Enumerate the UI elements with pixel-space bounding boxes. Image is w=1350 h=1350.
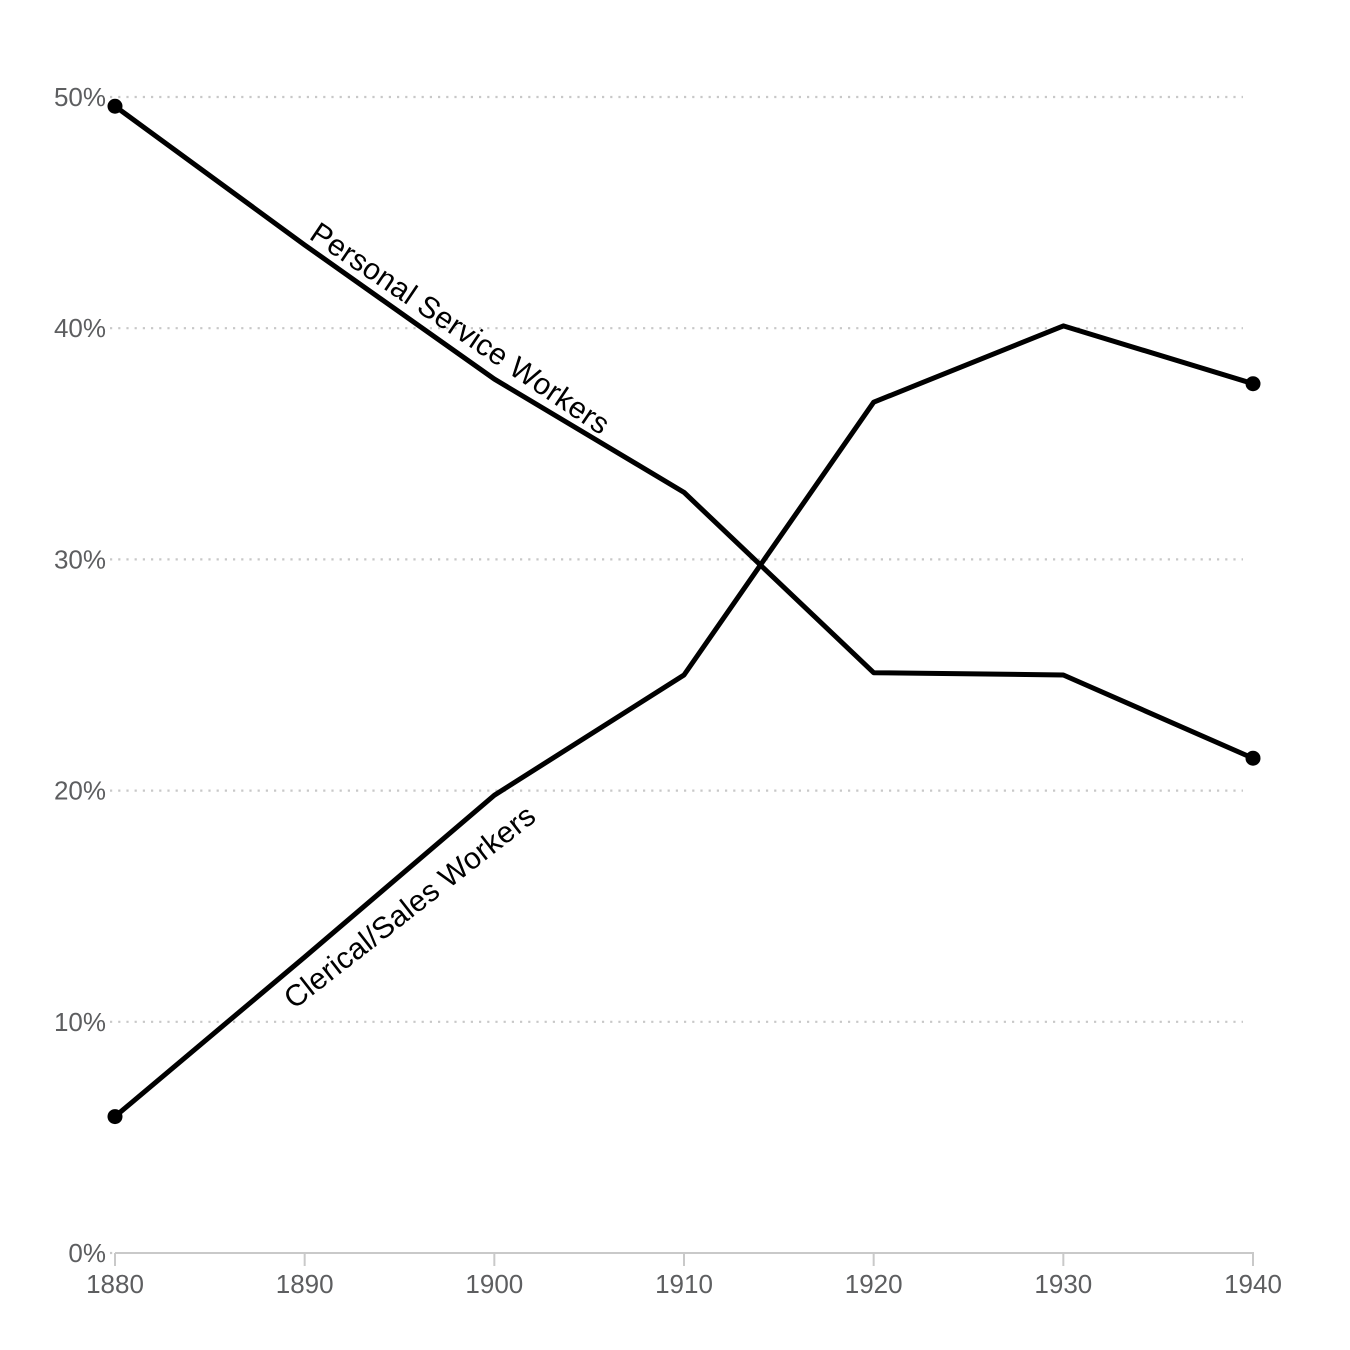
y-tick-label-10: 10% bbox=[54, 1007, 106, 1037]
y-tick-label-30: 30% bbox=[54, 544, 106, 574]
endpoint-dot-clerical-sales-workers bbox=[1245, 376, 1261, 392]
x-tick-label-1940: 1940 bbox=[1224, 1269, 1282, 1299]
series-line-clerical-sales-workers bbox=[112, 323, 1256, 1120]
x-tick-label-1920: 1920 bbox=[845, 1269, 903, 1299]
x-tick-label-1910: 1910 bbox=[655, 1269, 713, 1299]
x-tick-label-1900: 1900 bbox=[465, 1269, 523, 1299]
y-tick-label-40: 40% bbox=[54, 313, 106, 343]
x-tick-label-1890: 1890 bbox=[276, 1269, 334, 1299]
y-tick-label-0: 0% bbox=[68, 1238, 106, 1268]
y-tick-label-20: 20% bbox=[54, 776, 106, 806]
y-tick-label-50: 50% bbox=[54, 82, 106, 112]
endpoint-dot-personal-service-workers bbox=[1245, 750, 1261, 766]
series-label-personal-service-workers: Personal Service Workers bbox=[304, 216, 615, 441]
endpoint-dot-personal-service-workers bbox=[107, 98, 123, 114]
x-tick-label-1880: 1880 bbox=[86, 1269, 144, 1299]
series-label-clerical-sales-workers: Clerical/Sales Workers bbox=[278, 799, 542, 1016]
endpoint-dot-clerical-sales-workers bbox=[107, 1109, 123, 1125]
x-tick-label-1930: 1930 bbox=[1034, 1269, 1092, 1299]
series-line-personal-service-workers bbox=[112, 103, 1256, 761]
